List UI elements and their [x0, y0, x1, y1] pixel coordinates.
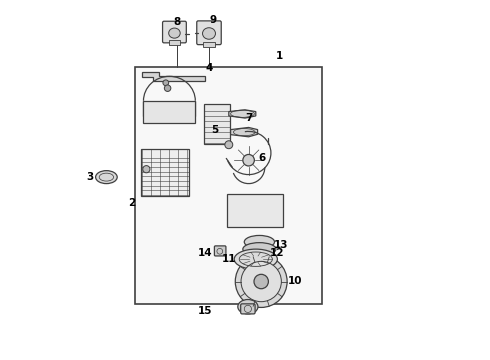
Bar [135, 67, 322, 304]
Text: 2: 2 [128, 198, 135, 208]
Ellipse shape [96, 171, 117, 184]
Bar [227, 194, 283, 227]
Polygon shape [231, 127, 258, 137]
Text: 1: 1 [275, 51, 283, 61]
Text: 6: 6 [259, 153, 266, 163]
FancyBboxPatch shape [215, 246, 226, 256]
Text: 10: 10 [288, 276, 303, 286]
Ellipse shape [143, 166, 150, 173]
Bar [144, 101, 196, 123]
Ellipse shape [202, 28, 216, 39]
Ellipse shape [243, 154, 254, 166]
FancyBboxPatch shape [197, 21, 221, 45]
Text: 14: 14 [197, 248, 212, 258]
Text: 3: 3 [86, 172, 93, 182]
Ellipse shape [235, 256, 287, 307]
Bar [202, 42, 216, 47]
Text: 11: 11 [221, 254, 236, 264]
FancyBboxPatch shape [163, 21, 186, 43]
Ellipse shape [238, 300, 258, 314]
Ellipse shape [169, 28, 180, 38]
Text: 9: 9 [209, 15, 216, 25]
Ellipse shape [241, 261, 281, 302]
Text: 15: 15 [197, 306, 212, 316]
Ellipse shape [225, 141, 233, 149]
Ellipse shape [245, 235, 274, 248]
Text: 12: 12 [270, 248, 284, 258]
Ellipse shape [164, 85, 171, 91]
Ellipse shape [234, 249, 277, 269]
Polygon shape [143, 72, 205, 81]
Text: 8: 8 [173, 17, 180, 27]
FancyBboxPatch shape [241, 304, 255, 314]
Text: 4: 4 [205, 63, 213, 73]
Bar [169, 40, 180, 45]
Polygon shape [229, 196, 279, 227]
Ellipse shape [254, 274, 269, 289]
Text: 5: 5 [211, 125, 218, 135]
Polygon shape [229, 110, 256, 118]
Bar [141, 149, 189, 196]
Text: 13: 13 [274, 240, 288, 250]
Text: 7: 7 [245, 113, 252, 123]
Ellipse shape [243, 243, 276, 256]
Bar [204, 104, 229, 144]
Ellipse shape [163, 80, 169, 86]
